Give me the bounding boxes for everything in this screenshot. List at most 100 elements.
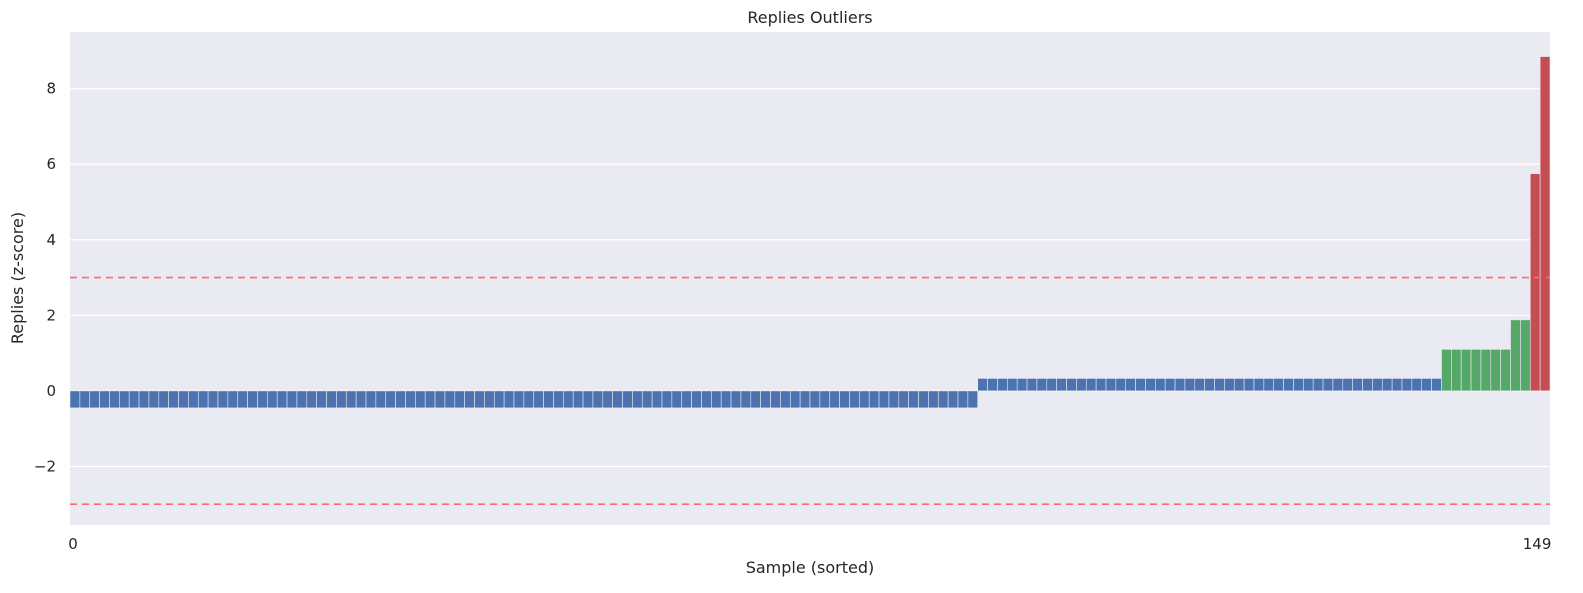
bar-normal [385,390,396,409]
bar-normal [237,390,248,409]
bar-normal [888,390,900,409]
bar-normal [928,390,939,409]
y-tick-label: 4 [46,231,56,249]
bar-moderate [1480,349,1492,392]
bar-normal [207,390,219,409]
bar-normal [1263,378,1275,392]
bar-normal [898,390,909,409]
bar-normal [1312,378,1324,392]
bar-normal [947,390,959,409]
bar-normal [345,390,357,409]
bar-normal [740,390,752,409]
bar-normal [1125,378,1136,392]
bar-normal [1303,378,1314,392]
bar-normal [267,390,278,409]
bar-normal [464,390,475,409]
bar-normal [276,390,288,409]
bar-normal [1431,378,1442,392]
bar-normal [69,390,81,409]
bar-normal [1233,378,1245,392]
bar-normal [1174,378,1186,392]
bar-normal [701,390,712,409]
bar-moderate [1510,319,1521,392]
y-tick-label: −2 [34,457,56,475]
bar-normal [612,390,623,409]
bar-normal [1184,378,1196,392]
bar-normal [434,390,446,409]
bar-normal [632,390,643,409]
bar-normal [563,390,574,409]
bar-normal [336,390,347,409]
bar-normal [1253,378,1265,392]
bar-normal [375,390,387,409]
bar-normal [306,390,317,409]
bar-normal [119,390,130,409]
chart-title: Replies Outliers [747,8,872,27]
bar-normal [197,390,209,409]
bar-normal [1164,378,1176,392]
bar-normal [365,390,377,409]
bar-normal [1066,378,1077,392]
bar-normal [750,390,761,409]
bar-normal [1421,378,1432,392]
bar-normal [1401,378,1413,392]
bar-normal [296,390,308,409]
bar-normal [79,390,91,409]
bar-normal [1322,378,1334,392]
bar-normal [839,390,850,409]
bar-normal [138,390,150,409]
bar-normal [780,390,791,409]
bar-normal [819,390,831,409]
bar-normal [1362,378,1373,392]
x-tick-label: 149 [1523,535,1552,553]
bar-normal [1273,378,1284,392]
bar-normal [178,390,189,409]
bar-normal [977,378,988,392]
bar-normal [582,390,594,409]
bar-moderate [1520,319,1531,392]
bar-normal [355,390,367,409]
bar-moderate [1441,349,1452,392]
bar-normal [1076,378,1087,392]
bars [69,56,1551,409]
bar-normal [158,390,169,409]
bar-normal [997,378,1008,392]
bar-normal [1352,378,1363,392]
bar-normal [424,390,436,409]
bar-normal [99,390,110,409]
bar-normal [622,390,633,409]
bar-outlier [1529,173,1541,392]
bar-normal [188,390,199,409]
bar-normal [326,390,337,409]
bar-normal [1411,378,1423,392]
bar-normal [1283,378,1294,392]
bar-normal [533,390,544,409]
bar-normal [1016,378,1028,392]
bar-normal [799,390,811,409]
bar-normal [286,390,298,409]
bar-normal [760,390,771,409]
bar-normal [493,390,505,409]
bar-moderate [1490,349,1501,392]
bar-normal [720,390,732,409]
bar-normal [661,390,673,409]
bar-normal [1204,378,1215,392]
bar-normal [789,390,801,409]
bar-normal [128,390,140,409]
bar-normal [868,390,880,409]
y-tick-label: 2 [46,306,56,324]
bar-normal [444,390,456,409]
bar-normal [602,390,613,409]
bar-normal [829,390,840,409]
bar-normal [553,390,564,409]
bar-normal [109,390,120,409]
bar-normal [641,390,653,409]
y-tick-labels: −2 0 2 4 6 8 [34,80,56,476]
bar-normal [454,390,465,409]
bar-normal [651,390,663,409]
bar-normal [1046,378,1057,392]
bar-normal [217,390,229,409]
bar-normal [1214,378,1225,392]
bar-moderate [1460,349,1472,392]
x-tick-label: 0 [68,535,78,553]
